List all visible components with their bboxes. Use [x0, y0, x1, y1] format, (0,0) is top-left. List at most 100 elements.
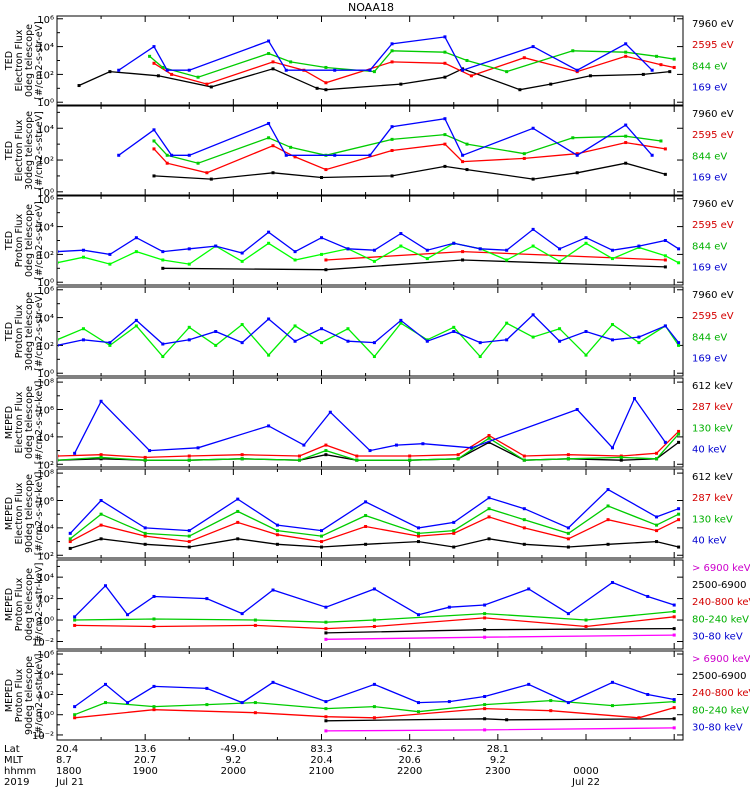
data-point	[240, 259, 244, 263]
data-point	[152, 174, 156, 178]
series-line	[69, 505, 679, 540]
data-point	[324, 605, 328, 609]
data-point	[108, 70, 112, 74]
legend-entry: 2595 eV	[692, 311, 734, 322]
data-point	[236, 497, 240, 501]
data-point	[677, 432, 681, 436]
data-point	[421, 442, 425, 446]
data-point	[584, 624, 588, 628]
data-point	[505, 258, 509, 262]
data-point	[152, 705, 156, 709]
data-point	[610, 704, 614, 708]
data-point	[584, 618, 588, 622]
data-point	[584, 353, 588, 357]
data-point	[170, 72, 174, 76]
legend-entry: > 6900 keV	[692, 563, 750, 574]
y-tick-label: 10⁶	[37, 195, 54, 206]
data-point	[505, 248, 509, 252]
data-point	[346, 339, 350, 343]
y-tick-label: 10⁰	[37, 98, 54, 109]
data-point	[390, 137, 394, 141]
footer-mlt-value: 20.7	[134, 755, 156, 766]
data-point	[58, 343, 59, 347]
data-point	[641, 72, 645, 76]
data-point	[637, 335, 641, 339]
data-point	[487, 507, 491, 511]
data-point	[253, 701, 257, 705]
legend-entry: 612 keV	[692, 472, 733, 483]
data-point	[452, 325, 456, 329]
data-point	[324, 258, 328, 262]
data-point	[637, 244, 641, 248]
data-point	[646, 692, 650, 696]
data-point	[267, 121, 271, 125]
data-point	[134, 318, 138, 322]
data-point	[668, 70, 672, 74]
data-point	[677, 507, 681, 511]
data-point	[624, 50, 628, 54]
series-line	[58, 430, 680, 459]
data-point	[68, 546, 72, 550]
data-point	[372, 70, 376, 74]
data-point	[324, 65, 328, 69]
y-axis-label-line: Electron Flux	[14, 29, 25, 91]
data-point	[663, 172, 667, 176]
y-axis-label-line: 90deg telescope	[24, 656, 35, 735]
data-point	[588, 74, 592, 78]
data-point	[372, 624, 376, 628]
legend-entry: 2500-6900	[692, 671, 747, 682]
data-point	[663, 258, 667, 262]
y-tick-label: 10⁴	[37, 223, 54, 234]
legend-entry: 80-240 keV	[692, 705, 749, 716]
data-point	[416, 710, 420, 714]
data-point	[196, 161, 200, 165]
y-tick-label: 10⁸	[37, 378, 54, 389]
data-point	[483, 695, 487, 699]
panel-frame	[56, 377, 684, 468]
panel-frame	[56, 195, 684, 286]
data-point	[566, 531, 570, 535]
data-point	[271, 67, 275, 71]
data-point	[677, 261, 681, 265]
data-point	[443, 75, 447, 79]
data-point	[452, 545, 456, 549]
y-tick-label: 10⁶	[37, 405, 54, 416]
footer-hhmm-value: 2200	[397, 766, 422, 777]
data-point	[187, 529, 191, 533]
data-point	[531, 335, 535, 339]
y-axis-label-line: 0deg telescope	[24, 568, 35, 641]
y-axis-label: MEPEDElectron Flux0deg telescope[#/cm2-s…	[4, 381, 45, 465]
legend-entry: 2500-6900	[692, 580, 747, 591]
data-point	[483, 728, 487, 732]
series-line	[74, 610, 675, 623]
data-point	[275, 533, 279, 537]
data-point	[566, 537, 570, 541]
series-line	[118, 36, 653, 71]
footer-lat-value: 20.4	[56, 744, 78, 755]
data-point	[566, 545, 570, 549]
y-tick-label: 10⁴	[37, 573, 54, 584]
y-tick-label: 10⁶	[37, 496, 54, 507]
y-axis-label: MEPEDElectron Flux90deg telescope[#/cm2-…	[4, 472, 45, 556]
data-point	[267, 241, 271, 245]
data-point	[143, 534, 147, 538]
data-point	[610, 446, 614, 450]
data-point	[236, 520, 240, 524]
data-point	[293, 250, 297, 254]
data-point	[646, 594, 650, 598]
y-axis-label-line: TED	[4, 322, 15, 342]
data-point	[165, 161, 169, 165]
data-point	[81, 248, 85, 252]
data-point	[346, 247, 350, 251]
y-axis-label-line: Proton Flux	[14, 304, 25, 358]
y-axis-label: TEDProton Flux30deg telescope[#/cm2-s-st…	[4, 292, 45, 371]
data-point	[677, 518, 681, 522]
data-point	[456, 453, 460, 457]
data-point	[549, 699, 553, 703]
data-point	[205, 82, 209, 86]
data-point	[416, 701, 420, 705]
data-point	[333, 68, 337, 72]
